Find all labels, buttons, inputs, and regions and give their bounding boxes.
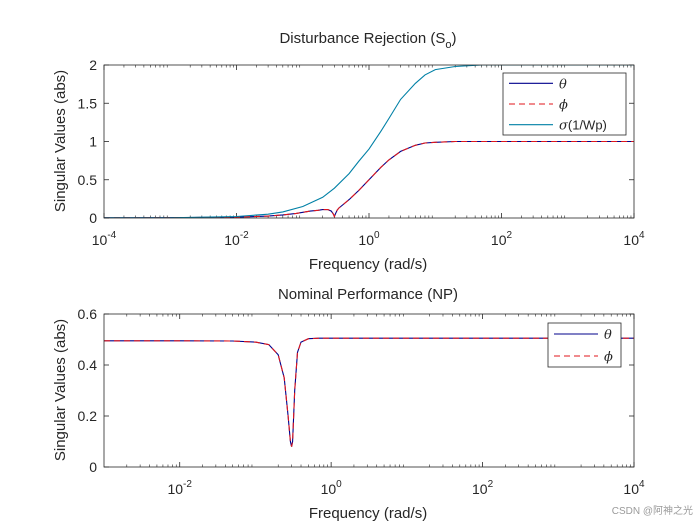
nominal-performance-subplot: Nominal Performance (NP) Frequency (rad/… xyxy=(52,286,645,522)
y-tick-label: 2 xyxy=(89,57,97,73)
chart-title: Nominal Performance (NP) xyxy=(278,286,458,303)
y-tick-label: 1.5 xyxy=(78,95,98,111)
y-tick-label: 0 xyxy=(89,210,97,226)
chart-title: Disturbance Rejection (So) xyxy=(279,30,456,51)
y-axis-label: Singular Values (abs) xyxy=(52,319,69,461)
y-axis-label: Singular Values (abs) xyxy=(52,70,69,212)
legend-box xyxy=(547,322,622,368)
x-tick-label: 104 xyxy=(623,479,645,497)
series-line xyxy=(104,65,634,218)
minor-ticks xyxy=(123,65,632,218)
y-tick-label: 0.5 xyxy=(78,172,98,188)
legend-entry: ϕ xyxy=(604,350,613,365)
y-tick-label: 0.6 xyxy=(78,306,98,322)
y-tick-label: 0 xyxy=(89,459,97,475)
legend-entry: θ xyxy=(559,77,567,92)
x-tick-label: 102 xyxy=(491,230,513,248)
x-tick-label: 10-2 xyxy=(224,230,249,248)
legend: θϕ σ(1/Wp) xyxy=(502,72,627,136)
series-line xyxy=(104,337,634,447)
x-tick-label: 100 xyxy=(358,230,380,248)
legend-entry: θ xyxy=(604,328,612,343)
x-tick-label: 10-4 xyxy=(92,230,117,248)
y-tick-label: 1 xyxy=(89,134,97,150)
minor-ticks xyxy=(126,314,631,467)
disturbance-rejection-subplot: Disturbance Rejection (So) Frequency (ra… xyxy=(52,30,645,273)
y-tick-label: 0.4 xyxy=(78,357,98,373)
x-tick-label: 100 xyxy=(321,479,343,497)
legend: θϕ xyxy=(547,322,622,368)
x-tick-label: 104 xyxy=(623,230,645,248)
x-tick-label: 102 xyxy=(472,479,494,497)
axes-box xyxy=(103,64,635,219)
legend-entry: ϕ xyxy=(559,98,568,113)
legend-entry: σ(1/Wp) xyxy=(559,118,607,134)
plot-area xyxy=(104,314,634,467)
x-axis-label: Frequency (rad/s) xyxy=(309,256,427,273)
watermark-text: CSDN @阿神之光 xyxy=(612,504,693,517)
series-line xyxy=(104,140,634,218)
y-tick-label: 0.2 xyxy=(78,408,98,424)
x-axis-label: Frequency (rad/s) xyxy=(309,505,427,522)
axes-box xyxy=(103,313,635,468)
x-tick-label: 10-2 xyxy=(167,479,192,497)
